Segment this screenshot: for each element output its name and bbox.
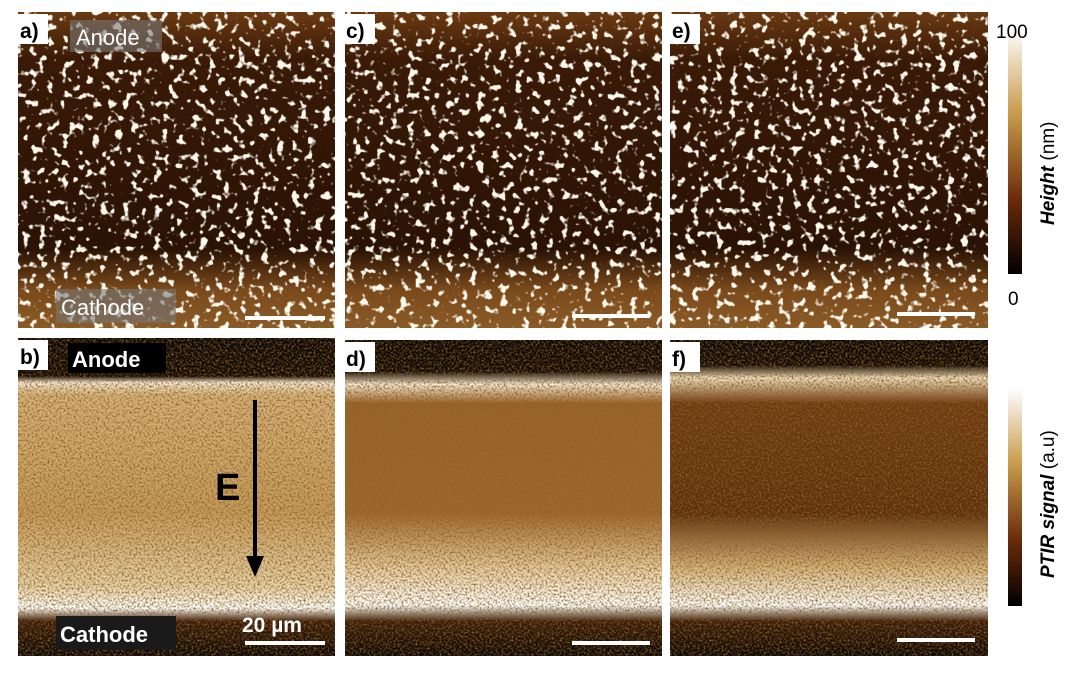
panel-label: c) — [346, 20, 365, 43]
colorbar — [1008, 28, 1022, 274]
scale-bars — [245, 312, 975, 645]
anode-label: Anode — [76, 25, 140, 50]
field-arrow-head — [246, 556, 264, 577]
image-a — [18, 12, 335, 328]
panel-label: d) — [346, 348, 366, 371]
panel-label: b) — [20, 346, 40, 369]
unit: (a.u) — [1038, 430, 1059, 469]
colorbar-title: PTIR signal (a.u) — [1038, 430, 1059, 578]
colorbar — [1008, 388, 1022, 606]
scale-label: 20 µm — [242, 614, 302, 637]
colorbar-title: Height (nm) — [1038, 122, 1059, 225]
colorbar-max: 100 — [996, 22, 1028, 43]
panel-label: e) — [672, 20, 691, 43]
cathode-label: Cathode — [61, 295, 144, 320]
unit: (nm) — [1038, 122, 1059, 161]
image-d — [345, 340, 662, 656]
panel-label: f) — [672, 348, 686, 371]
image-b — [18, 338, 335, 656]
image-f — [670, 340, 988, 656]
panel-label: a) — [20, 20, 39, 43]
title: PTIR signal — [1038, 474, 1059, 578]
anode-label: Anode — [72, 347, 140, 372]
field-label: E — [215, 467, 240, 509]
image-c — [345, 12, 662, 328]
image-e — [670, 12, 988, 328]
cathode-label: Cathode — [60, 622, 148, 647]
title: Height — [1038, 165, 1059, 225]
colorbar-min: 0 — [1008, 289, 1019, 310]
